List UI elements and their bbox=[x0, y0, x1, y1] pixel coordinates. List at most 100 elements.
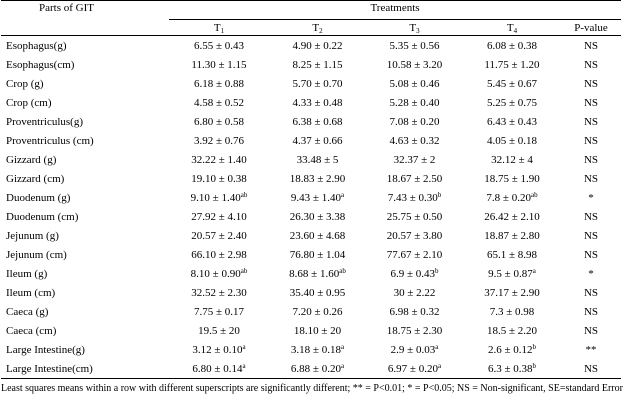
cell: 5.45 ± 0.67 bbox=[463, 74, 561, 93]
mean-se: 27.92 ± 4.10 bbox=[191, 210, 247, 223]
cell: 2.9 ± 0.03a bbox=[366, 340, 463, 359]
cell: 19.5 ± 20 bbox=[169, 321, 269, 340]
table-row: Esophagus(g) 6.55 ± 0.43 4.90 ± 0.22 5.35 ±… bbox=[1, 36, 621, 56]
table-header: Parts of GIT Treatments T1 T2 T3 T4 P-value bbox=[1, 0, 622, 36]
superscript: b bbox=[437, 190, 442, 199]
cell: 6.08 ± 0.38 bbox=[463, 36, 561, 56]
mean-se: 32.12 ± 4 bbox=[491, 153, 533, 166]
mean-se: 6.18 ± 0.88 bbox=[193, 77, 245, 90]
superscript: a bbox=[437, 361, 442, 370]
mean-se: 6.08 ± 0.38 bbox=[486, 39, 538, 52]
table-row: Jejunum (cm) 66.10 ± 2.98 76.80 ± 1.04 77.6… bbox=[1, 245, 621, 264]
mean-se: 37.17 ± 2.90 bbox=[484, 286, 540, 299]
mean-se: 7.20 ± 0.26 bbox=[292, 305, 343, 318]
mean-se: 18.75 ± 1.90 bbox=[484, 172, 540, 185]
mean-se: 6.55 ± 0.43 bbox=[193, 39, 245, 52]
mean-se: 66.10 ± 2.98 bbox=[191, 248, 247, 261]
cell: 76.80 ± 1.04 bbox=[269, 245, 366, 264]
mean-se: 7.08 ± 0.20 bbox=[389, 115, 440, 128]
cell: 32.12 ± 4 bbox=[463, 150, 561, 169]
cell: 5.35 ± 0.56 bbox=[366, 36, 463, 56]
cell: 18.10 ± 20 bbox=[269, 321, 366, 340]
superscript: a bbox=[242, 342, 246, 351]
cell: 65.1 ± 8.98 bbox=[463, 245, 561, 264]
mean-se: 5.28 ± 0.40 bbox=[389, 96, 440, 109]
mean-se: 8.68 ± 1.60 bbox=[289, 267, 340, 280]
mean-se: 5.25 ± 0.75 bbox=[486, 96, 538, 109]
cell: 6.97 ± 0.20a bbox=[366, 359, 463, 379]
results-table: Parts of GIT Treatments T1 T2 T3 T4 P-value … bbox=[1, 0, 622, 379]
table-row: Ileum (cm) 32.52 ± 2.30 35.40 ± 0.95 30 ± 2… bbox=[1, 283, 621, 302]
cell: 18.75 ± 1.90 bbox=[463, 169, 561, 188]
cell: 5.25 ± 0.75 bbox=[463, 93, 561, 112]
table-row: Jejunum (g) 20.57 ± 2.40 23.60 ± 4.68 20.57… bbox=[1, 226, 621, 245]
p-value: NS bbox=[583, 153, 599, 166]
cell: 2.6 ± 0.12b bbox=[463, 340, 561, 359]
cell: 9.10 ± 1.40ab bbox=[169, 188, 269, 207]
p-value: NS bbox=[583, 362, 599, 375]
cell: 4.37 ± 0.66 bbox=[269, 131, 366, 150]
cell: 7.20 ± 0.26 bbox=[269, 302, 366, 321]
mean-se: 3.18 ± 0.18 bbox=[290, 343, 341, 356]
part-name: Esophagus(g) bbox=[6, 39, 67, 52]
p-value: NS bbox=[583, 77, 599, 90]
superscript: ab bbox=[240, 190, 248, 199]
cell: 5.70 ± 0.70 bbox=[269, 74, 366, 93]
mean-se: 33.48 ± 5 bbox=[296, 153, 339, 166]
cell: 32.37 ± 2 bbox=[366, 150, 463, 169]
part-name: Large Intestine(cm) bbox=[6, 362, 93, 375]
table-row: Esophagus(cm) 11.30 ± 1.15 8.25 ± 1.15 10.5… bbox=[1, 55, 621, 74]
treatment-subscript: 1 bbox=[220, 26, 225, 35]
part-name: Crop (g) bbox=[6, 77, 44, 90]
cell: 32.22 ± 1.40 bbox=[169, 150, 269, 169]
mean-se: 20.57 ± 3.80 bbox=[386, 229, 443, 242]
cell: 6.9 ± 0.43b bbox=[366, 264, 463, 283]
cell: 6.98 ± 0.32 bbox=[366, 302, 463, 321]
cell: 4.33 ± 0.48 bbox=[269, 93, 366, 112]
cell: 18.87 ± 2.80 bbox=[463, 226, 561, 245]
cell: 7.43 ± 0.30b bbox=[366, 188, 463, 207]
part-name: Ileum (cm) bbox=[6, 286, 56, 299]
mean-se: 25.75 ± 0.50 bbox=[386, 210, 443, 223]
cell: 5.28 ± 0.40 bbox=[366, 93, 463, 112]
mean-se: 32.52 ± 2.30 bbox=[191, 286, 247, 299]
superscript: a bbox=[532, 266, 536, 275]
mean-se: 9.43 ± 1.40 bbox=[290, 191, 341, 204]
mean-se: 7.3 ± 0.98 bbox=[489, 305, 535, 318]
cell: 26.42 ± 2.10 bbox=[463, 207, 561, 226]
mean-se: 18.10 ± 20 bbox=[293, 324, 342, 337]
mean-se: 18.5 ± 2.20 bbox=[486, 324, 538, 337]
treatment-label: T bbox=[312, 21, 320, 34]
cell: 10.58 ± 3.20 bbox=[366, 55, 463, 74]
mean-se: 20.57 ± 2.40 bbox=[191, 229, 247, 242]
part-name: Proventriculus(g) bbox=[6, 115, 83, 128]
part-name: Gizzard (cm) bbox=[6, 172, 65, 185]
cell: 7.08 ± 0.20 bbox=[366, 112, 463, 131]
mean-se: 35.40 ± 0.95 bbox=[289, 286, 346, 299]
p-value-header: P-value bbox=[574, 21, 608, 34]
mean-se: 26.42 ± 2.10 bbox=[484, 210, 540, 223]
part-name: Gizzard (g) bbox=[6, 153, 57, 166]
mean-se: 6.43 ± 0.43 bbox=[486, 115, 538, 128]
cell: 20.57 ± 3.80 bbox=[366, 226, 463, 245]
cell: 9.5 ± 0.87a bbox=[463, 264, 561, 283]
mean-se: 30 ± 2.22 bbox=[393, 286, 436, 299]
header-row: T1 T2 T3 T4 P-value bbox=[1, 20, 622, 36]
cell: 11.75 ± 1.20 bbox=[463, 55, 561, 74]
p-value: NS bbox=[583, 96, 599, 109]
superscript: b bbox=[532, 361, 537, 370]
p-value: NS bbox=[583, 229, 599, 242]
mean-se: 6.80 ± 0.58 bbox=[193, 115, 245, 128]
treatment-subscript: 3 bbox=[416, 26, 420, 35]
mean-se: 18.87 ± 2.80 bbox=[484, 229, 540, 242]
cell: 4.58 ± 0.52 bbox=[169, 93, 269, 112]
superscript: a bbox=[435, 342, 439, 351]
p-value: ** bbox=[585, 343, 597, 356]
part-name: Caeca (g) bbox=[6, 305, 49, 318]
mean-se: 9.10 ± 1.40 bbox=[190, 191, 241, 204]
cell: 77.67 ± 2.10 bbox=[366, 245, 463, 264]
p-value: NS bbox=[583, 248, 599, 261]
cell: 6.3 ± 0.38b bbox=[463, 359, 561, 379]
cell: 8.68 ± 1.60ab bbox=[269, 264, 366, 283]
cell: 5.08 ± 0.46 bbox=[366, 74, 463, 93]
